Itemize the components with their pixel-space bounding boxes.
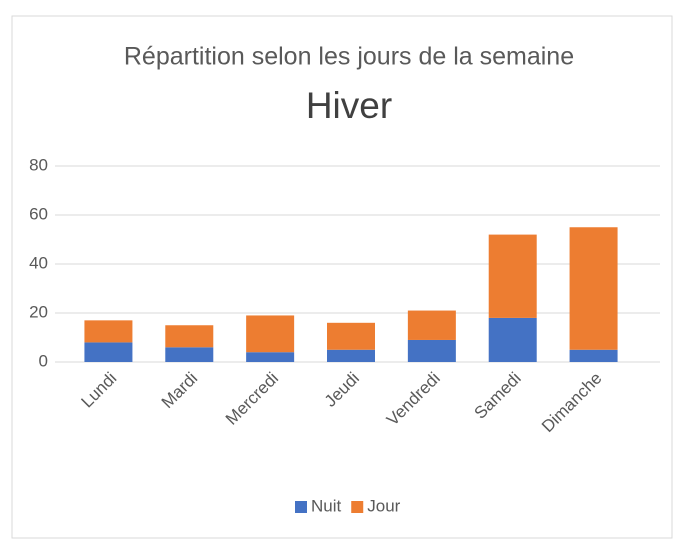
bar-segment (165, 325, 214, 348)
bar-segment (327, 322, 375, 350)
bar-segment (165, 347, 214, 362)
bar-segment (246, 352, 295, 362)
bar-segment (569, 227, 618, 350)
y-tick-label: 0 (39, 351, 48, 370)
legend-swatch (295, 501, 307, 513)
bar-segment (569, 349, 618, 362)
bar-segment (407, 339, 456, 362)
y-tick-label: 20 (29, 302, 48, 321)
y-tick-label: 60 (29, 204, 48, 223)
bar-segment (246, 315, 295, 353)
legend-swatch (351, 501, 364, 513)
bar-segment (84, 342, 133, 362)
chart-subtitle: Hiver (306, 85, 392, 126)
bar-segment (84, 320, 133, 343)
legend-label: Nuit (311, 496, 342, 515)
bar-segment (327, 349, 375, 362)
legend-label: Jour (367, 496, 400, 515)
bar-segment (488, 234, 537, 318)
chart-title: Répartition selon les jours de la semain… (124, 43, 574, 71)
y-tick-label: 40 (29, 253, 48, 272)
y-tick-label: 80 (29, 155, 48, 174)
bar-segment (407, 310, 456, 340)
chart-frame (11, 15, 673, 539)
bar-segment (488, 317, 537, 362)
